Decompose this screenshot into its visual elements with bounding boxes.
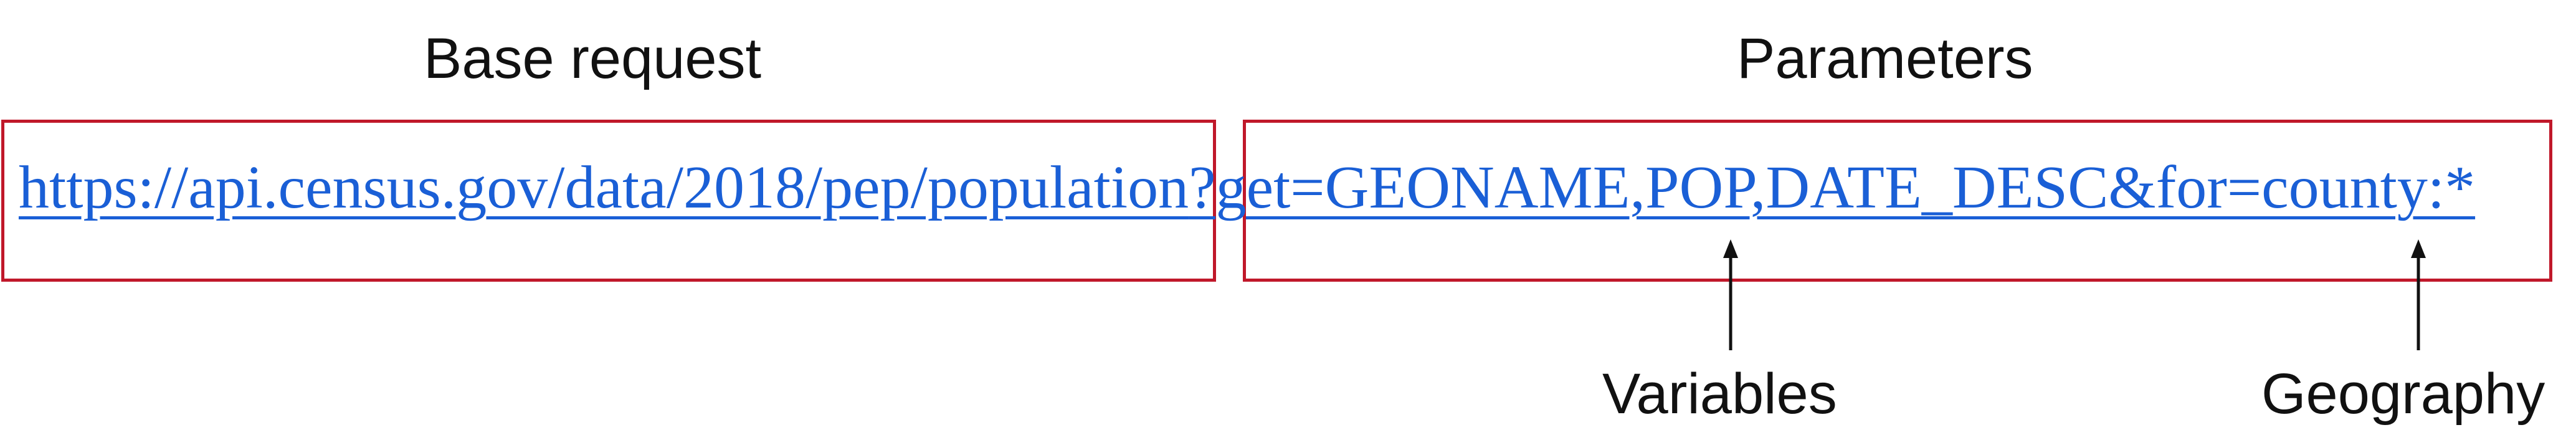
url-base-part: https://api.census.gov/data/2018/pep/pop…: [19, 154, 1189, 221]
geography-arrow-icon: [2411, 239, 2426, 350]
census-api-url-link[interactable]: https://api.census.gov/data/2018/pep/pop…: [19, 157, 2475, 218]
url-params-part: ?get=GEONAME,POP,DATE_DESC&for=county:*: [1189, 154, 2476, 221]
geography-label: Geography: [2261, 362, 2545, 426]
parameters-box: [1243, 120, 2552, 282]
variables-label: Variables: [1602, 362, 1837, 426]
variables-arrow-icon: [1723, 239, 1738, 350]
parameters-heading: Parameters: [1737, 27, 2033, 90]
base-request-heading: Base request: [424, 27, 762, 90]
base-request-box: [1, 120, 1216, 282]
